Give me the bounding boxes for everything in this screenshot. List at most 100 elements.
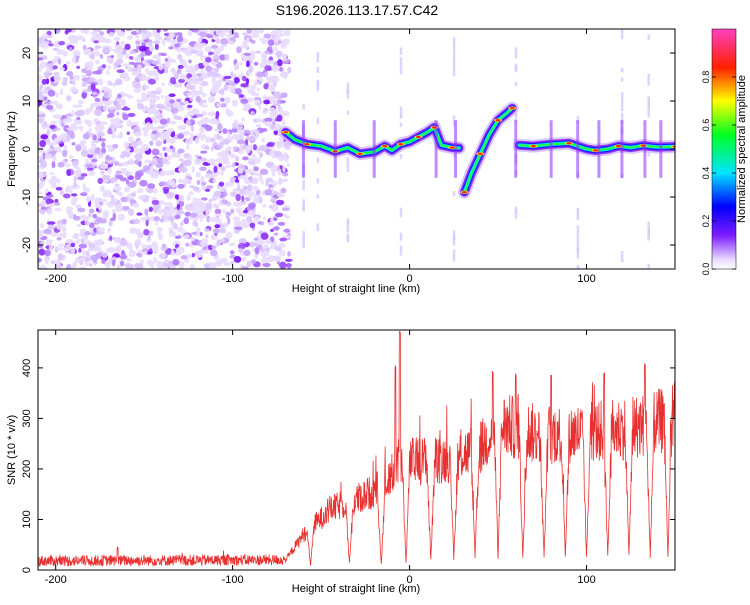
- noise-blob: [208, 51, 214, 55]
- noise-blob: [180, 58, 187, 66]
- noise-blob: [232, 216, 241, 220]
- noise-blob: [224, 148, 230, 156]
- noise-blob: [195, 227, 201, 234]
- noise-blob: [97, 78, 104, 86]
- noise-blob: [81, 216, 90, 221]
- noise-blob: [282, 55, 287, 61]
- noise-blob: [236, 46, 242, 54]
- noise-blob: [76, 104, 83, 108]
- noise-blob: [170, 222, 175, 229]
- noise-blob: [270, 164, 278, 170]
- noise-streak: [514, 81, 518, 86]
- noise-blob: [227, 135, 231, 139]
- ridge-gap-streak: [454, 120, 458, 178]
- noise-blob: [239, 175, 244, 180]
- noise-blob: [261, 204, 268, 208]
- colorbar-tick-label: 0.2: [701, 215, 711, 228]
- noise-blob: [153, 257, 158, 264]
- noise-blob: [70, 242, 76, 248]
- noise-blob: [145, 122, 152, 130]
- noise-blob: [260, 247, 265, 253]
- noise-blob: [206, 209, 210, 214]
- noise-blob: [276, 165, 280, 172]
- noise-streak: [576, 209, 580, 220]
- noise-blob: [117, 31, 126, 37]
- noise-streak: [346, 218, 350, 225]
- noise-blob: [80, 192, 88, 197]
- noise-blob: [279, 66, 283, 72]
- noise-blob: [147, 78, 157, 85]
- snr-y-axis-label: SNR (10 * v/v): [6, 415, 18, 485]
- noise-blob: [129, 50, 136, 55]
- noise-blob: [90, 248, 99, 252]
- noise-blob: [204, 145, 210, 150]
- noise-blob: [212, 178, 217, 183]
- noise-blob: [141, 144, 150, 152]
- noise-blob: [216, 75, 224, 79]
- noise-streak: [346, 235, 350, 241]
- noise-blob: [148, 206, 153, 212]
- spectrogram-x-tick-label: -100: [222, 273, 244, 285]
- noise-streak: [316, 223, 320, 232]
- noise-blob: [173, 223, 178, 230]
- noise-blob: [49, 172, 55, 176]
- noise-blob: [287, 251, 291, 257]
- noise-blob: [181, 177, 191, 185]
- noise-blob: [228, 40, 235, 45]
- noise-streak: [399, 47, 403, 55]
- noise-blob: [99, 164, 108, 169]
- noise-streak: [302, 104, 305, 110]
- noise-blob: [209, 29, 214, 36]
- noise-blob: [119, 254, 128, 260]
- noise-blob: [210, 61, 219, 65]
- noise-blob: [214, 68, 220, 72]
- noise-blob: [249, 222, 256, 229]
- noise-blob: [138, 194, 146, 200]
- noise-blob: [113, 61, 120, 67]
- noise-blob: [95, 135, 101, 139]
- noise-blob: [254, 50, 262, 54]
- noise-blob: [82, 89, 90, 93]
- noise-blob: [270, 180, 278, 187]
- snr-y-ticks: 0 100 200 300 400: [21, 359, 675, 573]
- noise-blob: [152, 241, 158, 245]
- noise-streak: [399, 68, 403, 75]
- noise-blob: [189, 212, 198, 218]
- noise-blob: [178, 194, 185, 202]
- noise-blob: [217, 123, 223, 131]
- noise-blob: [286, 163, 291, 167]
- noise-blob: [90, 83, 96, 91]
- noise-blob: [41, 43, 49, 49]
- noise-blob: [276, 29, 284, 34]
- noise-blob: [172, 146, 176, 154]
- noise-streak: [452, 66, 456, 77]
- snr-x-ticks: -200 -100 0 100: [45, 330, 596, 586]
- noise-blob: [244, 188, 249, 197]
- noise-blob: [229, 250, 235, 255]
- ridge-hotspot: [398, 143, 404, 146]
- noise-blob: [174, 32, 183, 36]
- noise-blob: [183, 217, 190, 225]
- noise-blob: [202, 99, 207, 104]
- spectrogram-y-tick-label: -10: [21, 189, 33, 205]
- noise-blob: [126, 120, 133, 127]
- noise-blob: [169, 231, 177, 238]
- noise-blob: [268, 56, 274, 62]
- noise-blob: [38, 203, 45, 208]
- noise-blob: [77, 167, 82, 176]
- noise-blob: [56, 127, 61, 131]
- noise-blob: [170, 217, 175, 224]
- noise-blob: [100, 34, 104, 40]
- noise-blob: [233, 119, 238, 127]
- noise-blob: [111, 126, 116, 133]
- noise-blob: [106, 57, 114, 64]
- noise-blob: [88, 208, 95, 214]
- noise-blob: [127, 94, 134, 99]
- noise-blob: [184, 115, 189, 119]
- noise-blob: [154, 75, 160, 82]
- noise-blob: [177, 167, 185, 172]
- noise-blob: [177, 183, 185, 189]
- noise-blob: [188, 77, 196, 85]
- noise-blob: [258, 174, 264, 182]
- ridge-gap-streak: [576, 120, 580, 178]
